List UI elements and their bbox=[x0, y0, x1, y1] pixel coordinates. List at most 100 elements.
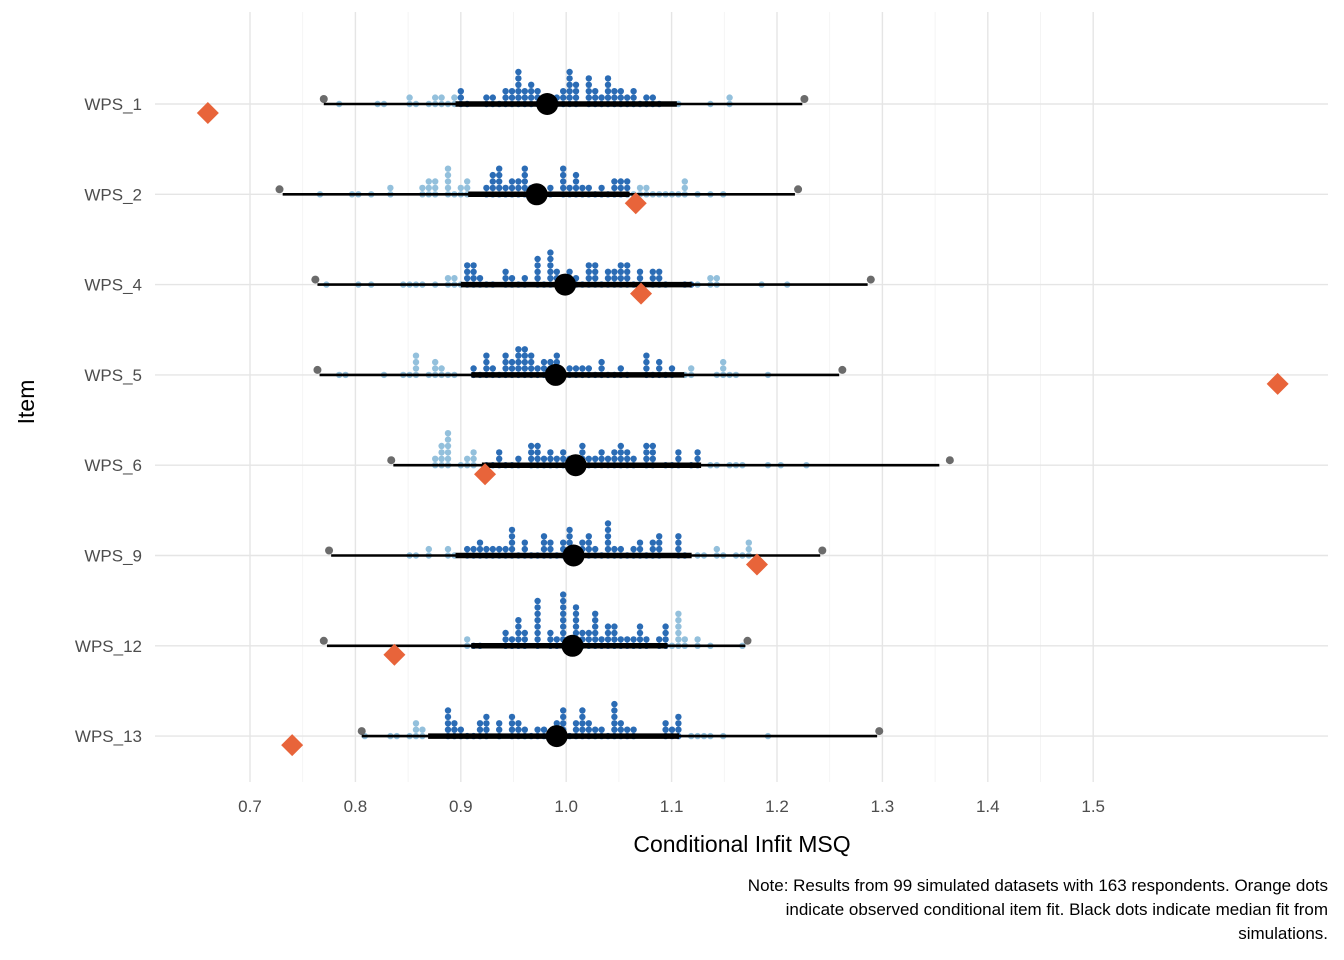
observed-point-WPS_1 bbox=[196, 102, 219, 124]
sim-dot-WPS_12 bbox=[630, 636, 637, 643]
sim-dot-WPS_13 bbox=[412, 726, 420, 733]
sim-dot-WPS_2 bbox=[457, 184, 464, 192]
sim-dot-WPS_5 bbox=[470, 365, 477, 372]
sim-dot-WPS_1 bbox=[566, 88, 573, 95]
sim-dot-WPS_9 bbox=[611, 545, 618, 553]
sim-dot-WPS_13 bbox=[675, 713, 682, 721]
sim-dot-WPS_12 bbox=[604, 636, 612, 643]
sim-dot-WPS_4 bbox=[470, 275, 477, 282]
sim-dot-WPS_6 bbox=[649, 455, 656, 462]
sim-dot-WPS_6 bbox=[630, 455, 637, 462]
sim-dot-WPS_1 bbox=[534, 88, 541, 95]
sim-dot-WPS_4 bbox=[624, 262, 631, 269]
sim-dot-WPS_6 bbox=[611, 449, 618, 456]
sim-dot-WPS_4 bbox=[502, 268, 509, 275]
x-tick-label-8: 1.5 bbox=[1081, 797, 1105, 816]
sim-dot-WPS_1 bbox=[598, 94, 605, 101]
sim-dot-WPS_12 bbox=[579, 629, 586, 637]
min-dot-WPS_4 bbox=[311, 275, 320, 284]
x-tick-label-3: 1.0 bbox=[554, 797, 578, 816]
sim-dot-WPS_6 bbox=[617, 455, 624, 462]
sim-dot-WPS_2 bbox=[489, 171, 496, 179]
sim-dot-WPS_9 bbox=[656, 533, 663, 540]
sim-dot-WPS_9 bbox=[713, 545, 720, 553]
sim-dot-WPS_4 bbox=[592, 275, 599, 282]
sim-dot-WPS_12 bbox=[560, 591, 567, 598]
sim-dot-WPS_12 bbox=[560, 617, 567, 624]
sim-dot-WPS_1 bbox=[604, 94, 612, 101]
min-dot-WPS_2 bbox=[275, 185, 284, 194]
sim-dot-WPS_4 bbox=[649, 268, 656, 275]
sim-dot-WPS_13 bbox=[496, 726, 503, 733]
sim-dot-WPS_2 bbox=[502, 184, 509, 192]
sim-dot-WPS_6 bbox=[496, 449, 503, 456]
sim-dot-WPS_13 bbox=[444, 726, 452, 733]
sim-dot-WPS_6 bbox=[547, 455, 554, 462]
sim-dot-WPS_12 bbox=[604, 623, 612, 630]
sim-dot-WPS_5 bbox=[688, 365, 695, 372]
sim-dot-WPS_13 bbox=[624, 726, 631, 733]
sim-dot-WPS_9 bbox=[476, 545, 484, 553]
sim-dot-WPS_2 bbox=[572, 178, 580, 185]
sim-dot-WPS_9 bbox=[579, 539, 586, 546]
sim-dot-WPS_1 bbox=[572, 81, 580, 89]
sim-dot-WPS_4 bbox=[585, 262, 592, 269]
caption-note: Note: Results from 99 simulated datasets… bbox=[748, 876, 1328, 943]
sim-dot-WPS_5 bbox=[528, 358, 535, 366]
sim-dot-WPS_5 bbox=[521, 365, 528, 372]
sim-dot-WPS_2 bbox=[617, 184, 624, 192]
sim-dot-WPS_6 bbox=[643, 455, 650, 462]
sim-dot-WPS_13 bbox=[508, 720, 516, 727]
sim-dot-WPS_12 bbox=[636, 636, 644, 643]
sim-dot-WPS_12 bbox=[611, 636, 618, 643]
sim-dot-WPS_2 bbox=[464, 184, 471, 192]
min-dot-WPS_12 bbox=[319, 636, 328, 645]
sim-dot-WPS_9 bbox=[470, 545, 477, 553]
sim-dot-WPS_9 bbox=[604, 539, 612, 546]
sim-dot-WPS_12 bbox=[662, 629, 669, 637]
median-points bbox=[525, 93, 587, 748]
sim-dot-WPS_9 bbox=[444, 545, 452, 553]
sim-dot-WPS_2 bbox=[387, 184, 394, 192]
sim-dot-WPS_1 bbox=[617, 88, 624, 95]
sim-dot-WPS_13 bbox=[579, 713, 586, 721]
sim-dot-WPS_6 bbox=[547, 449, 554, 456]
median-point-WPS_4 bbox=[554, 273, 577, 296]
sim-dot-WPS_1 bbox=[560, 94, 567, 101]
sim-dot-WPS_2 bbox=[572, 171, 580, 179]
sim-dot-WPS_1 bbox=[585, 81, 592, 89]
sim-dot-WPS_9 bbox=[566, 526, 573, 534]
sim-dot-WPS_5 bbox=[585, 365, 592, 372]
sim-dot-WPS_12 bbox=[508, 636, 516, 643]
sim-dot-WPS_4 bbox=[464, 275, 471, 282]
sim-dot-WPS_6 bbox=[643, 442, 650, 450]
sim-dot-WPS_13 bbox=[611, 726, 618, 733]
sim-dot-WPS_4 bbox=[508, 275, 516, 282]
sim-dot-WPS_13 bbox=[508, 713, 516, 721]
observed-point-WPS_2 bbox=[624, 192, 647, 215]
sim-dot-WPS_12 bbox=[624, 636, 631, 643]
sim-dot-WPS_5 bbox=[598, 365, 605, 372]
sim-dot-WPS_4 bbox=[470, 268, 477, 275]
sim-dot-WPS_6 bbox=[585, 455, 592, 462]
sim-dot-WPS_12 bbox=[592, 610, 599, 617]
note-line-1: Note: Results from 99 simulated datasets… bbox=[748, 876, 1328, 895]
sim-dot-WPS_9 bbox=[496, 545, 503, 553]
sim-dot-WPS_4 bbox=[611, 275, 618, 282]
y-tick-label-WPS_4: WPS_4 bbox=[84, 276, 142, 295]
sim-dot-WPS_6 bbox=[643, 449, 650, 456]
observed-point-WPS_5 bbox=[1266, 372, 1289, 395]
sim-dot-WPS_5 bbox=[566, 365, 573, 372]
sim-dot-WPS_9 bbox=[502, 545, 509, 553]
sim-dot-WPS_1 bbox=[515, 75, 522, 82]
sim-dot-WPS_2 bbox=[489, 178, 496, 185]
sim-dot-WPS_12 bbox=[675, 617, 682, 624]
sim-dot-WPS_9 bbox=[547, 545, 554, 553]
sim-dot-WPS_9 bbox=[585, 539, 592, 546]
sim-dot-WPS_6 bbox=[534, 455, 541, 462]
sim-dot-WPS_13 bbox=[483, 726, 490, 733]
sim-dot-WPS_5 bbox=[572, 365, 580, 372]
sim-dot-WPS_5 bbox=[643, 352, 650, 359]
sim-dot-WPS_9 bbox=[592, 545, 599, 553]
sim-dot-WPS_1 bbox=[438, 94, 445, 101]
